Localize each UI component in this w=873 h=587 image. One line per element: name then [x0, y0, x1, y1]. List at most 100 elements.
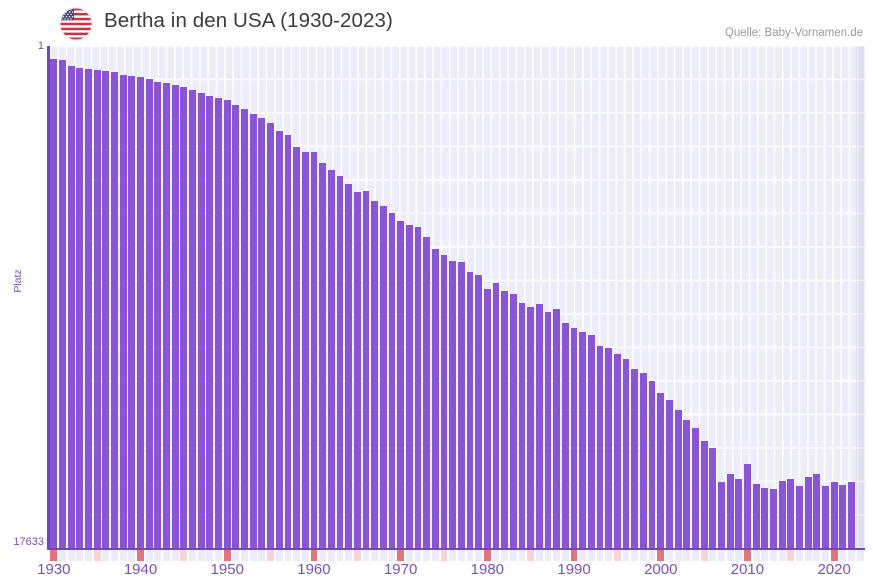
bar-1996[interactable]: [622, 359, 630, 548]
bar-1955[interactable]: [267, 123, 274, 548]
bar-1963[interactable]: [336, 175, 344, 548]
bar-1951[interactable]: [232, 104, 240, 548]
bar-2000[interactable]: [657, 392, 665, 548]
bar-1976[interactable]: [449, 260, 457, 548]
bar-1998[interactable]: [639, 372, 647, 548]
bar-1993[interactable]: [596, 345, 604, 548]
bar-1979[interactable]: [475, 274, 483, 548]
bar-1947[interactable]: [197, 92, 205, 548]
bar-1977[interactable]: [457, 262, 465, 548]
bar-1995[interactable]: [613, 353, 621, 548]
bar-1948[interactable]: [206, 95, 214, 548]
bar-1950[interactable]: [223, 100, 231, 548]
bar-1933[interactable]: [76, 67, 84, 548]
bar-1936[interactable]: [102, 71, 110, 548]
bar-1980[interactable]: [483, 288, 491, 548]
bar-1934[interactable]: [85, 69, 92, 548]
bar-1997[interactable]: [631, 369, 639, 548]
bar-1968[interactable]: [379, 206, 387, 548]
bar-1931[interactable]: [59, 59, 66, 548]
bar-2018[interactable]: [813, 474, 821, 548]
bar-1952[interactable]: [241, 108, 248, 548]
bar-2007[interactable]: [718, 482, 725, 548]
bar-1959[interactable]: [301, 151, 309, 548]
bar-1943[interactable]: [163, 82, 170, 548]
bar-1945[interactable]: [180, 86, 188, 548]
bar-2021[interactable]: [839, 484, 847, 548]
bar-1953[interactable]: [249, 114, 257, 548]
bar-1985[interactable]: [527, 306, 535, 548]
bar-2005[interactable]: [700, 440, 708, 548]
bar-1939[interactable]: [128, 76, 136, 548]
bar-1987[interactable]: [544, 312, 552, 548]
bar-2010[interactable]: [744, 464, 751, 548]
bar-1935[interactable]: [93, 70, 101, 548]
bar-2003[interactable]: [683, 419, 691, 548]
bar-1944[interactable]: [171, 85, 179, 548]
bar-1940[interactable]: [137, 77, 144, 548]
bar-1975[interactable]: [440, 254, 448, 548]
bar-1984[interactable]: [518, 303, 526, 548]
bar-1949[interactable]: [215, 97, 222, 548]
bar-1956[interactable]: [275, 130, 283, 548]
bar-2009[interactable]: [735, 478, 743, 548]
bar-1946[interactable]: [189, 90, 196, 548]
bar-1966[interactable]: [362, 191, 370, 548]
bar-1978[interactable]: [466, 272, 474, 548]
bar-1973[interactable]: [423, 236, 431, 548]
bar-1932[interactable]: [67, 65, 75, 548]
bar-2014[interactable]: [778, 481, 786, 548]
bar-1989[interactable]: [561, 323, 569, 548]
bar-1974[interactable]: [431, 248, 439, 548]
bar-2016[interactable]: [796, 485, 803, 548]
x-tick-1978: [466, 550, 474, 561]
bar-1991[interactable]: [579, 331, 587, 548]
bar-1972[interactable]: [414, 227, 422, 548]
bar-1999[interactable]: [648, 381, 656, 548]
bar-1957[interactable]: [284, 134, 292, 548]
bar-1958[interactable]: [293, 146, 301, 548]
bar-1981[interactable]: [492, 282, 500, 548]
bar-1964[interactable]: [345, 183, 353, 548]
bar-1986[interactable]: [535, 303, 543, 548]
bar-1941[interactable]: [145, 79, 153, 548]
bar-2004[interactable]: [692, 428, 699, 548]
bar-1967[interactable]: [371, 201, 379, 548]
bar-1969[interactable]: [388, 212, 396, 548]
bar-1965[interactable]: [353, 192, 361, 548]
x-tick-1993: [596, 550, 604, 561]
bar-2017[interactable]: [804, 477, 812, 548]
bar-1970[interactable]: [397, 221, 405, 548]
x-tick-1936: [102, 550, 110, 561]
bar-1983[interactable]: [509, 293, 517, 548]
bar-1954[interactable]: [258, 118, 266, 548]
bar-2013[interactable]: [770, 489, 777, 548]
bar-1982[interactable]: [501, 290, 509, 548]
bar-1988[interactable]: [553, 308, 561, 548]
bar-2008[interactable]: [726, 474, 734, 548]
x-tick-1934: [85, 550, 92, 561]
bar-2002[interactable]: [674, 410, 682, 548]
bar-1930[interactable]: [50, 58, 58, 548]
bar-2011[interactable]: [752, 484, 760, 548]
bar-2006[interactable]: [709, 448, 717, 548]
bar-1994[interactable]: [605, 347, 613, 548]
bar-2012[interactable]: [761, 488, 769, 548]
x-tick-1980: [483, 550, 491, 561]
bar-1962[interactable]: [327, 169, 335, 548]
bar-2015[interactable]: [787, 478, 795, 548]
bar-1990[interactable]: [570, 328, 578, 548]
bar-1938[interactable]: [119, 74, 127, 548]
bar-1937[interactable]: [111, 72, 118, 548]
bar-2022[interactable]: [848, 482, 855, 548]
bar-1992[interactable]: [587, 334, 595, 548]
bar-1971[interactable]: [405, 225, 413, 548]
bar-1942[interactable]: [154, 81, 162, 548]
bar-1960[interactable]: [310, 152, 318, 548]
bar-2019[interactable]: [822, 485, 829, 548]
bar-1961[interactable]: [319, 163, 327, 548]
x-tick-1982: [501, 550, 509, 561]
bar-2001[interactable]: [665, 399, 673, 548]
bar-2020[interactable]: [830, 482, 838, 548]
